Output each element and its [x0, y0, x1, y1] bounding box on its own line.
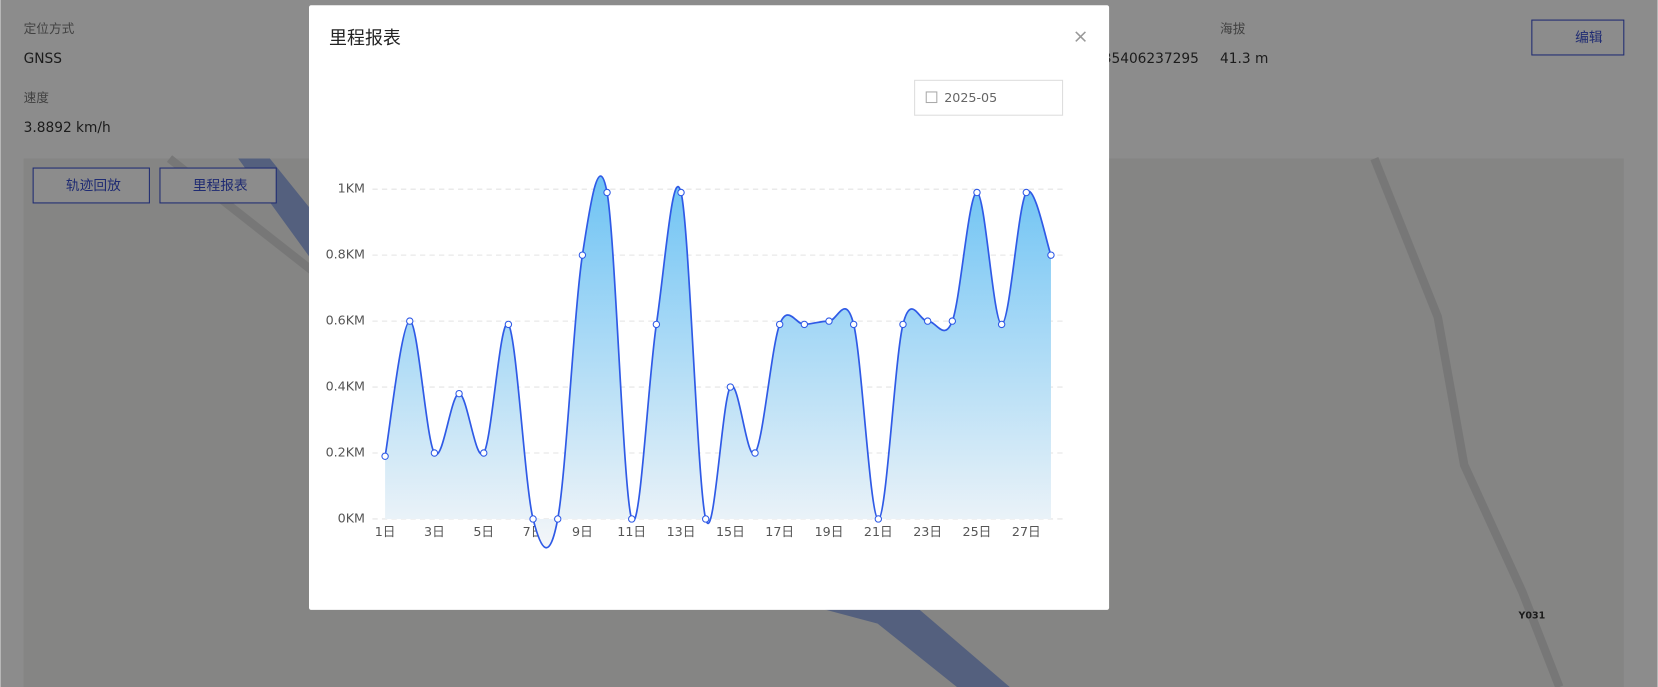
point [628, 515, 636, 523]
point [554, 515, 562, 523]
x-tick-label: 3日 [424, 524, 445, 539]
field-value: GNSS [24, 51, 62, 67]
point [529, 515, 537, 523]
point [948, 317, 957, 325]
date-picker[interactable] [914, 79, 1064, 116]
point [751, 449, 759, 457]
field-label: 定位方式 [24, 21, 75, 36]
report-button-label[interactable]: 里程报表 [193, 178, 248, 194]
y-tick-label: 0.6KM [326, 313, 365, 328]
track-button[interactable] [32, 167, 150, 204]
field-value: 35406237295 [1103, 51, 1199, 67]
field-label: 速度 [24, 90, 50, 105]
y-tick-label: 0.4KM [326, 379, 365, 394]
y-tick-label: 0.8KM [326, 247, 365, 262]
y-tick-label: 0.2KM [326, 444, 365, 459]
point [578, 251, 587, 259]
point [701, 515, 710, 523]
point [504, 320, 513, 329]
point [381, 452, 389, 460]
field-value: 41.3 m [1220, 51, 1268, 67]
point [973, 188, 981, 197]
point [480, 449, 488, 457]
point [677, 188, 685, 197]
x-tick-label: 9日 [572, 524, 593, 539]
point [406, 317, 414, 325]
x-tick-label: 21日 [864, 524, 893, 539]
point [726, 383, 735, 391]
point [430, 449, 439, 457]
x-tick-label: 11日 [617, 524, 646, 539]
edit-button[interactable] [1531, 19, 1625, 56]
x-tick-label: 19日 [815, 524, 844, 539]
x-tick-label: 25日 [963, 524, 992, 539]
point [899, 320, 907, 329]
point [849, 320, 858, 329]
point [1047, 251, 1055, 259]
point [874, 515, 883, 523]
map-label: Y031 [1517, 611, 1545, 622]
x-tick-label: 1日 [375, 524, 396, 539]
point [800, 320, 809, 329]
report-button[interactable] [159, 167, 277, 204]
y-tick-label: 0KM [338, 510, 365, 525]
close-button[interactable]: × [1073, 25, 1089, 47]
edit-button-label[interactable]: 编辑 [1575, 30, 1603, 46]
calendar-icon [925, 91, 938, 104]
field-value: 3.8892 km/h [24, 120, 111, 136]
x-tick-label: 27日 [1012, 524, 1041, 539]
point [923, 317, 932, 325]
x-tick-label: 15日 [716, 524, 745, 539]
point [1022, 188, 1030, 197]
point [997, 320, 1006, 329]
x-tick-label: 13日 [667, 524, 696, 539]
x-tick-label: 5日 [473, 524, 494, 539]
point [825, 317, 833, 325]
point [775, 320, 784, 329]
point [652, 320, 661, 329]
date-value[interactable]: 2025-05 [944, 90, 997, 105]
x-tick-label: 17日 [765, 524, 794, 539]
x-tick-label: 23日 [913, 524, 942, 539]
river [238, 158, 1010, 687]
track-button-label[interactable]: 轨迹回放 [66, 178, 121, 194]
point [455, 389, 463, 398]
modal-title: 里程报表 [329, 28, 401, 49]
y-tick-label: 1KM [338, 181, 365, 196]
point [603, 188, 611, 197]
field-label: 海拔 [1220, 21, 1246, 36]
